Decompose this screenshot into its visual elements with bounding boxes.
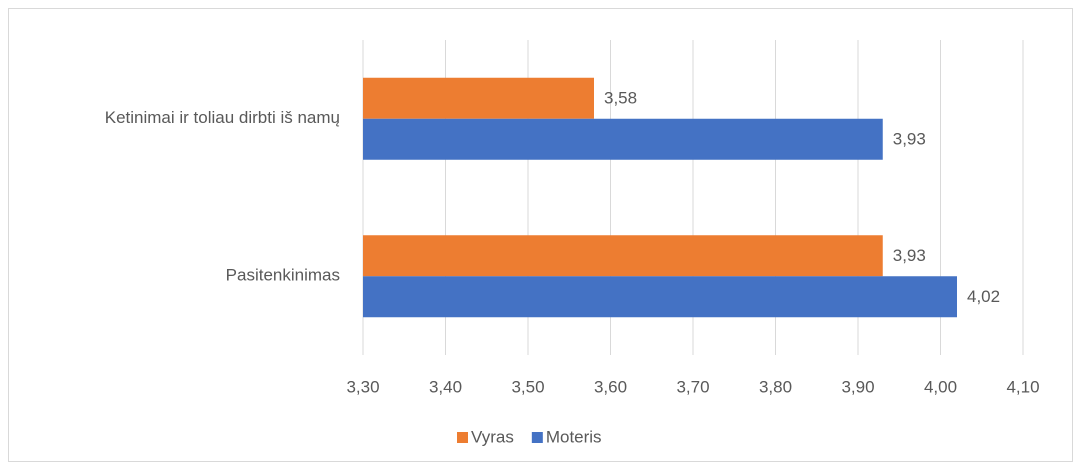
y-tick-label: Ketinimai ir toliau dirbti iš namų: [105, 108, 340, 127]
data-label: 3,93: [893, 130, 926, 149]
bar: [363, 118, 883, 160]
x-tick-label: 3,60: [594, 377, 627, 396]
legend-label: Vyras: [471, 427, 514, 446]
legend-label: Moteris: [546, 427, 602, 446]
x-tick-label: 3,90: [841, 377, 874, 396]
legend-swatch: [531, 432, 543, 443]
bar: [363, 276, 957, 318]
x-tick-label: 3,40: [429, 377, 462, 396]
x-tick-label: 3,50: [511, 377, 544, 396]
bar: [363, 77, 594, 119]
x-tick-label: 4,10: [1006, 377, 1039, 396]
data-label: 3,93: [893, 246, 926, 265]
x-tick-label: 3,70: [676, 377, 709, 396]
data-label: 4,02: [967, 287, 1000, 306]
x-tick-label: 3,30: [346, 377, 379, 396]
bar: [363, 235, 883, 277]
x-tick-label: 4,00: [924, 377, 957, 396]
data-label: 3,58: [604, 89, 637, 108]
y-tick-label: Pasitenkinimas: [226, 266, 340, 285]
x-tick-label: 3,80: [759, 377, 792, 396]
legend-swatch: [457, 432, 468, 443]
